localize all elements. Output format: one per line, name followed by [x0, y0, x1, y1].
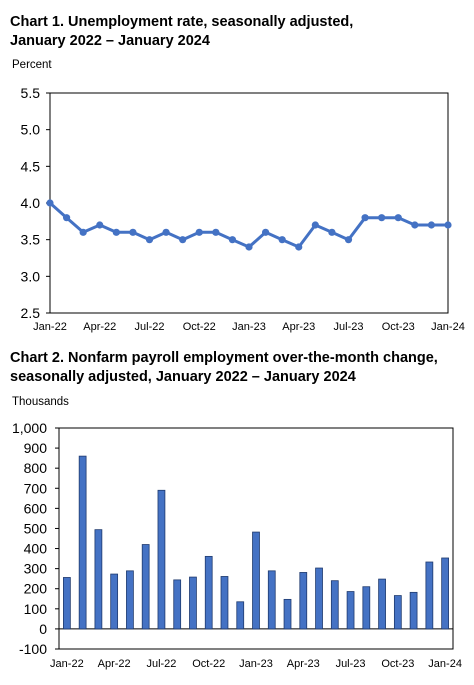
chart1-x-tick-label: Apr-22	[83, 321, 116, 333]
chart2-title-line1: Chart 2. Nonfarm payroll employment over…	[10, 350, 438, 366]
chart1-x-tick-label: Oct-22	[183, 321, 216, 333]
chart1-data-point	[444, 221, 452, 229]
chart1-data-point	[378, 214, 386, 222]
chart1-data-point	[79, 228, 87, 236]
chart2-y-tick-label: 300	[24, 561, 48, 577]
chart2-y-tick-label: -100	[19, 641, 47, 657]
chart1-y-tick-label: 4.0	[21, 195, 41, 211]
chart2-bar	[252, 531, 260, 630]
chart2-bar	[63, 577, 71, 630]
chart2-title-line2: seasonally adjusted, January 2022 – Janu…	[10, 369, 356, 385]
chart1-x-tick-label: Jan-24	[431, 321, 465, 333]
chart2-y-tick-label: 900	[24, 440, 48, 456]
chart1-x-tick-label: Jan-22	[33, 321, 67, 333]
chart1-data-point	[212, 228, 220, 236]
chart2-y-tick-label: 400	[24, 541, 48, 557]
chart1-unit-label: Percent	[12, 59, 52, 71]
chart2-plot-frame	[58, 427, 454, 650]
chart2-bar	[173, 579, 182, 630]
chart2-bar	[330, 580, 339, 630]
chart2-y-tick-label: 200	[24, 581, 48, 597]
chart2-unit-label: Thousands	[12, 396, 69, 408]
chart2-bar	[378, 578, 386, 630]
chart1-y-tick-label: 4.5	[21, 158, 41, 174]
chart1-line-chart: 2.5 3.0 3.5 4.0 4.5 5.0 5.5 Jan-22 Apr-22 Jul-22 O…	[21, 85, 465, 333]
chart1-y-tick-label: 3.5	[21, 232, 41, 248]
chart1-data-point	[411, 221, 419, 229]
chart2-y-tick-label: 700	[24, 480, 48, 496]
chart2-x-tick-label: Jan-22	[50, 658, 84, 670]
chart2-bar	[299, 572, 308, 630]
chart2-y-tick-label: 500	[24, 520, 48, 536]
chart1-y-tick-label: 3.0	[21, 268, 41, 284]
chart2-bar	[189, 576, 197, 630]
chart2-bar	[157, 489, 166, 630]
chart2-y-tick-label: 100	[24, 601, 48, 617]
chart1-title-line2: January 2022 – January 2024	[10, 33, 210, 49]
chart1-data-point	[179, 236, 187, 244]
chart1-y-tick-label: 2.5	[21, 305, 41, 321]
chart2-bar	[126, 570, 134, 630]
chart2-x-tick-label: Jan-24	[428, 658, 462, 670]
chart1-data-point	[361, 214, 369, 222]
chart1-data-point	[46, 199, 54, 207]
chart2-y-tick-label: 1,000	[12, 420, 47, 436]
chart1-data-point	[278, 236, 286, 244]
chart1-data-point	[245, 243, 253, 251]
chart1-x-tick-label: Jan-23	[232, 321, 266, 333]
chart1-data-point	[295, 243, 303, 251]
chart1-data-point	[261, 228, 270, 236]
chart2-bar	[315, 567, 323, 630]
chart1-data-point	[311, 221, 319, 229]
chart1-x-tick-label: Apr-23	[282, 321, 315, 333]
chart2-bar	[110, 573, 119, 630]
chart2-x-tick-label: Oct-22	[192, 658, 225, 670]
chart2-bar	[393, 595, 402, 630]
chart1-data-point	[62, 214, 71, 222]
chart1-x-tick-label: Jul-23	[334, 321, 364, 333]
chart1-y-tick-label: 5.0	[21, 122, 41, 138]
chart2-y-tick-label: 0	[39, 621, 47, 637]
chart2-y-tick-label: 800	[24, 460, 48, 476]
chart1-data-point	[344, 236, 353, 244]
chart1-data-point	[112, 228, 120, 236]
chart1-data-point	[328, 228, 336, 236]
chart1-data-point	[145, 236, 154, 244]
chart2-y-tick-label: 600	[24, 500, 48, 516]
chart2-bar	[409, 591, 418, 630]
chart2-bar	[220, 576, 229, 630]
chart2-x-tick-label: Oct-23	[381, 658, 414, 670]
chart2-bar	[141, 544, 150, 630]
chart1-data-point	[195, 228, 203, 236]
chart2-bar	[425, 561, 434, 630]
chart1-data-point	[394, 214, 402, 222]
chart1-x-tick-label: Oct-23	[382, 321, 415, 333]
chart1-data-point	[96, 221, 104, 229]
chart1-x-tick-label: Jul-22	[135, 321, 165, 333]
chart2-x-tick-label: Apr-22	[98, 658, 131, 670]
chart2-bar	[283, 598, 292, 630]
chart2-bar	[362, 586, 371, 630]
chart1-data-point	[427, 221, 436, 229]
chart2-x-tick-label: Jan-23	[239, 658, 273, 670]
chart1-data-point	[228, 236, 237, 244]
chart2-bar	[78, 455, 87, 630]
chart2-x-tick-label: Jul-23	[336, 658, 366, 670]
chart1-title-line1: Chart 1. Unemployment rate, seasonally a…	[10, 14, 354, 30]
chart2-bar	[94, 529, 103, 630]
chart2-bar	[267, 570, 276, 630]
chart2-x-tick-label: Apr-23	[287, 658, 320, 670]
chart1-y-tick-label: 5.5	[21, 85, 41, 101]
chart2-bar	[204, 555, 213, 630]
chart2-x-tick-label: Jul-22	[146, 658, 176, 670]
chart2-bar	[346, 591, 355, 630]
chart1-data-point	[162, 228, 170, 236]
chart2-bar	[236, 601, 245, 630]
chart1-data-point	[129, 228, 137, 236]
chart2-bar	[441, 557, 449, 630]
